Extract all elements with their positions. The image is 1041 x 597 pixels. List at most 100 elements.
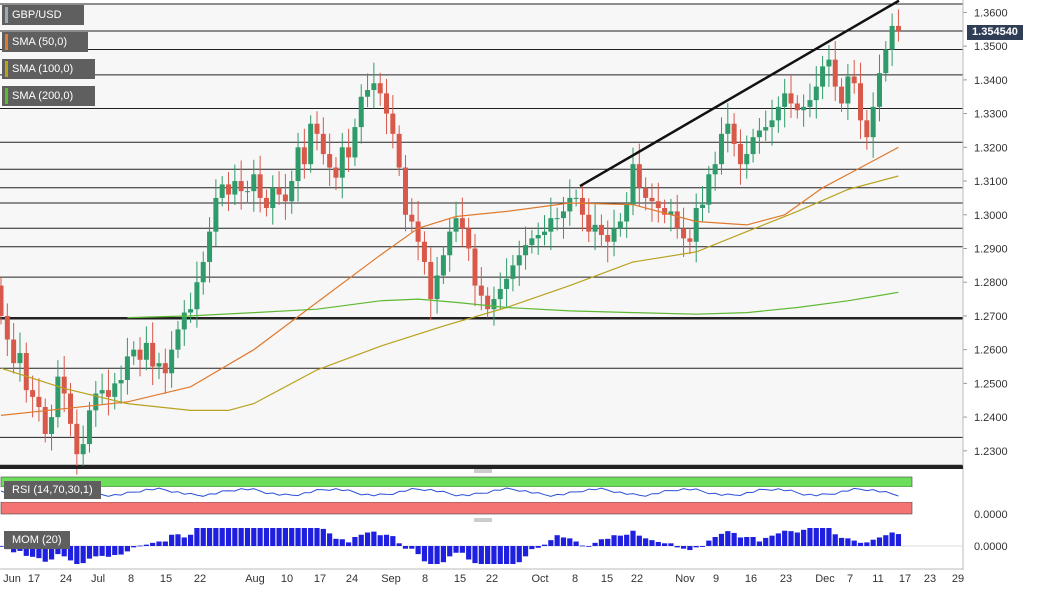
mom-bar (137, 545, 143, 547)
mom-bar (586, 546, 592, 547)
mom-bar (472, 546, 478, 564)
mom-bar (206, 528, 213, 546)
candle (276, 187, 282, 195)
mom-bar (0, 546, 4, 547)
candle (832, 59, 838, 87)
candle (434, 275, 440, 300)
candle (365, 89, 371, 97)
candle (466, 228, 472, 249)
mom-bar (529, 546, 535, 550)
candle (504, 278, 510, 289)
candle (289, 181, 295, 202)
candle (794, 103, 800, 111)
mom-label[interactable]: MOM (20) (4, 531, 70, 549)
candle (105, 390, 111, 397)
candle (655, 201, 661, 209)
mom-bar (731, 532, 737, 546)
mom-bar (175, 534, 181, 546)
candle (775, 106, 781, 121)
mom-bar (447, 546, 453, 557)
mom-bar (680, 546, 687, 549)
candle (384, 93, 390, 114)
mom-bar (883, 535, 889, 546)
y-tick-label: 1.3000 (974, 210, 1008, 222)
candle (188, 309, 194, 313)
mom-bar (131, 546, 137, 548)
x-tick-label: 17 (899, 573, 911, 585)
mom-bar (857, 542, 864, 546)
y-tick-label: 1.3300 (974, 109, 1008, 121)
candle (181, 312, 187, 330)
mom-bar (409, 546, 415, 549)
mom-bar (99, 546, 105, 556)
mom-bar (453, 546, 459, 553)
candle (516, 255, 522, 266)
candle (643, 187, 649, 198)
candle (725, 123, 731, 134)
symbol-swatch (5, 7, 8, 23)
candle (308, 123, 314, 165)
mom-bar (169, 534, 175, 546)
x-tick-label: 17 (28, 573, 40, 585)
candle (839, 86, 845, 104)
mom-bar (194, 528, 200, 546)
mom-bar (36, 546, 42, 559)
x-tick-label: 23 (780, 573, 792, 585)
candle (731, 123, 737, 144)
mom-bar (548, 540, 554, 546)
mom-bar (156, 541, 162, 546)
x-tick-label: Sep (381, 573, 401, 585)
candle (895, 25, 901, 31)
candle (358, 96, 364, 128)
legend-sma-200[interactable]: SMA (200,0) (2, 86, 95, 106)
candle (118, 380, 124, 384)
candle (194, 282, 200, 310)
mom-bar (813, 528, 819, 546)
mom-bar (775, 533, 781, 546)
candle (17, 353, 23, 364)
candle (257, 174, 263, 198)
mom-bar (402, 546, 409, 549)
legend-sma-50[interactable]: SMA (50,0) (2, 32, 88, 52)
candle (314, 123, 320, 134)
mom-bar (251, 528, 257, 546)
mom-bar (112, 546, 118, 555)
candle (390, 113, 396, 134)
last-price-tag: 1.354540 (967, 25, 1023, 40)
candle (674, 211, 680, 229)
candle (320, 133, 326, 155)
y-tick-label: 1.2500 (974, 378, 1008, 390)
candle (86, 410, 92, 445)
candle (301, 147, 307, 165)
sma-100-swatch (5, 61, 8, 77)
candle (169, 349, 175, 374)
mom-bar (504, 546, 510, 564)
mom-bar (339, 539, 345, 546)
mom-bar (42, 546, 48, 562)
candle (573, 197, 579, 199)
candle (883, 49, 889, 74)
candle (55, 376, 61, 418)
mom-bar (238, 528, 244, 546)
candle (23, 353, 29, 391)
candle (440, 255, 446, 276)
candle (681, 228, 687, 239)
mom-bar (718, 533, 725, 546)
sma-100-line (0, 175, 899, 411)
candle (693, 208, 699, 242)
mom-bar (276, 528, 282, 546)
candle (851, 76, 857, 84)
candle (219, 184, 225, 198)
mom-bar (80, 546, 86, 564)
legend-sma-100[interactable]: SMA (100,0) (2, 59, 95, 79)
mom-bar (478, 546, 484, 564)
mom-bar (497, 546, 503, 564)
mom-bar (459, 546, 465, 553)
symbol-label[interactable]: GBP/USD (2, 5, 84, 25)
mom-bar (213, 528, 219, 546)
candle (636, 164, 642, 188)
mom-bar (560, 537, 567, 546)
mom-bar (864, 542, 870, 546)
rsi-label[interactable]: RSI (14,70,30,1) (4, 481, 101, 499)
candle (131, 349, 137, 357)
